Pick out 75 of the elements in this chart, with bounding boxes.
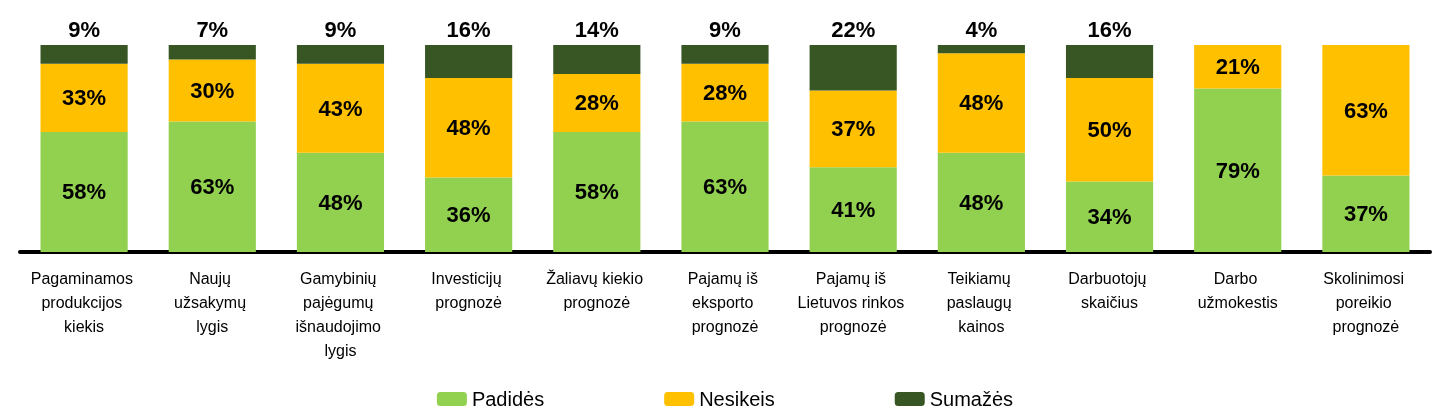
data-label: 36% — [446, 202, 491, 228]
data-label: 43% — [318, 95, 363, 121]
data-label: 63% — [1343, 97, 1388, 123]
x-tick-label: Teikiamų paslaugų kainos — [946, 269, 1017, 335]
x-tick-label: Darbuotojų skaičius — [1068, 269, 1151, 311]
x-tick-label: Investicijų prognozė — [431, 269, 506, 311]
data-label: 50% — [1087, 117, 1132, 143]
data-label: 41% — [831, 197, 876, 223]
data-label: 9% — [324, 16, 357, 42]
bar — [1065, 78, 1154, 182]
x-tick-label: Žaliavų kiekio prognozė — [546, 268, 648, 311]
data-label: 37% — [1343, 201, 1388, 227]
x-tick-label: Naujų užsakymų lygis — [174, 269, 251, 335]
data-label: 4% — [965, 16, 998, 42]
legend-label: Nesikeis — [699, 388, 775, 410]
bar — [40, 131, 128, 252]
bar — [40, 63, 128, 132]
data-label: 16% — [446, 16, 491, 42]
data-label: 22% — [831, 16, 876, 42]
data-label: 30% — [190, 78, 235, 104]
bar — [1194, 88, 1282, 252]
bar — [425, 177, 513, 252]
data-label: 9% — [68, 16, 100, 42]
bar — [553, 45, 641, 74]
data-label: 9% — [709, 16, 741, 42]
bar — [1322, 45, 1410, 176]
bar — [168, 121, 256, 252]
bar — [1065, 181, 1154, 252]
legend-label: Padidės — [471, 388, 545, 410]
data-label: 37% — [831, 116, 876, 142]
x-tick-label: Pagaminamos produkcijos kiekis — [30, 269, 138, 335]
data-label: 14% — [574, 16, 619, 42]
data-label: 33% — [62, 85, 107, 111]
bar — [681, 63, 769, 122]
bar — [425, 45, 513, 79]
x-tick-label: Darbo užmokestis — [1197, 269, 1278, 311]
data-label: 63% — [702, 174, 748, 200]
bar — [168, 59, 256, 122]
bar — [681, 121, 769, 252]
data-label: 28% — [574, 90, 619, 116]
bar — [937, 53, 1025, 153]
data-label: 16% — [1087, 16, 1132, 42]
data-label: 48% — [959, 90, 1004, 116]
data-label: 48% — [959, 189, 1004, 215]
bar — [1065, 45, 1154, 79]
bar — [681, 45, 769, 64]
bar — [296, 45, 385, 64]
x-tick-label: Skolinimosi poreikio prognozė — [1323, 269, 1409, 335]
bar — [809, 45, 897, 91]
x-tick-label: Pajamų iš eksporto prognozė — [687, 269, 763, 335]
data-label: 58% — [574, 179, 619, 205]
data-label: 48% — [318, 189, 363, 215]
bar — [553, 131, 641, 252]
data-label: 58% — [62, 179, 107, 205]
bar — [809, 167, 897, 252]
bar — [296, 63, 385, 153]
bar — [1322, 175, 1410, 252]
bar — [296, 152, 385, 252]
legend-label: Sumažės — [929, 388, 1014, 410]
bar — [168, 45, 256, 60]
data-label: 34% — [1087, 204, 1132, 230]
data-label: 7% — [196, 16, 229, 42]
bar — [937, 152, 1025, 252]
bar — [809, 90, 897, 168]
data-label: 79% — [1215, 157, 1260, 183]
bar — [553, 73, 641, 132]
bar — [937, 45, 1025, 54]
data-label: 63% — [190, 174, 235, 200]
data-label: 48% — [446, 115, 491, 141]
data-label: 21% — [1215, 54, 1260, 80]
bar — [40, 45, 128, 64]
data-label: 28% — [702, 80, 748, 106]
x-tick-label: Gamybinių pajėgumų išnaudojimo lygis — [295, 269, 386, 359]
bar — [425, 78, 513, 178]
x-tick-label: Pajamų iš Lietuvos rinkos prognozė — [797, 269, 909, 335]
